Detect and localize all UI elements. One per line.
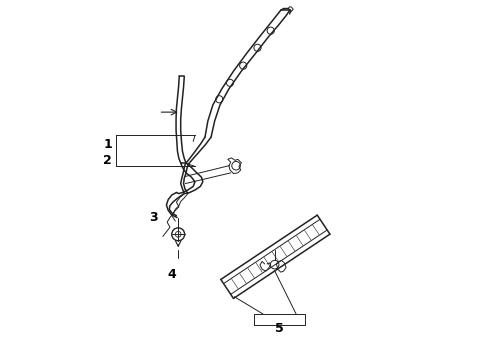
Text: 1: 1	[103, 138, 112, 151]
Text: 4: 4	[168, 268, 176, 281]
Text: 2: 2	[103, 154, 112, 167]
Text: 3: 3	[149, 211, 158, 224]
Text: 5: 5	[274, 322, 283, 335]
